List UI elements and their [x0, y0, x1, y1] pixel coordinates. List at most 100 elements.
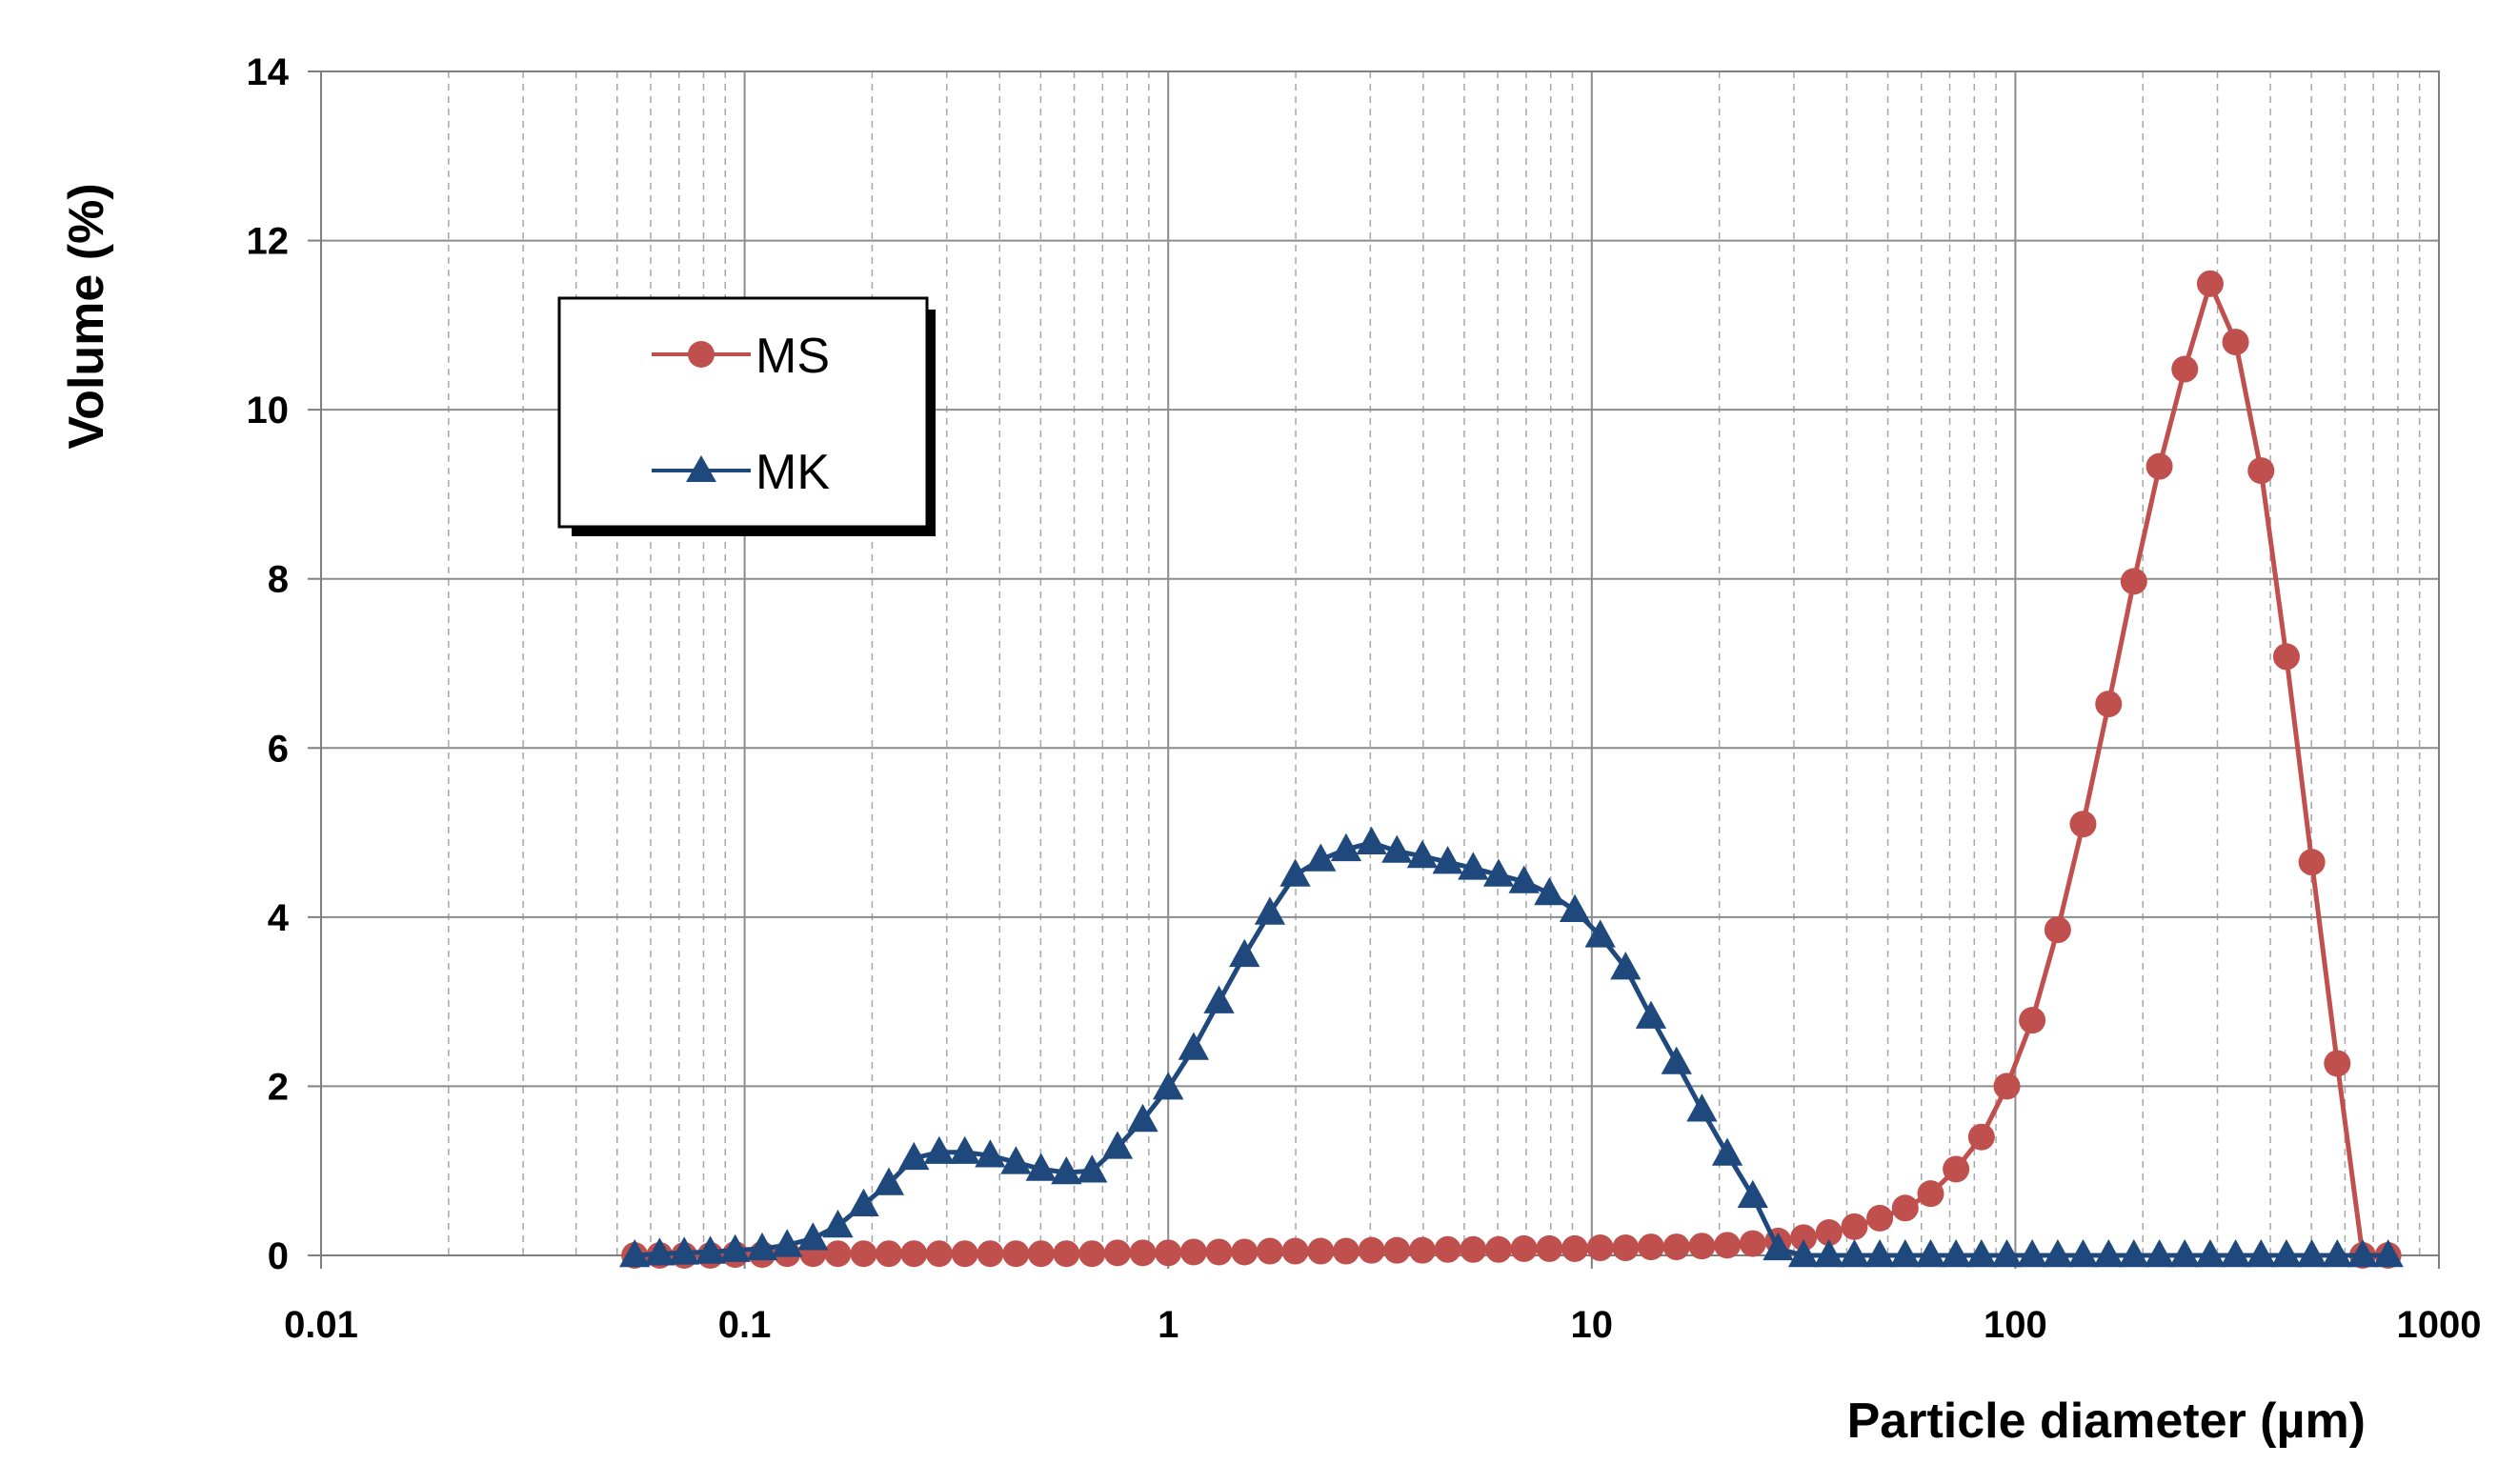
data-point-mk [695, 1235, 726, 1264]
data-point-ms [1714, 1232, 1742, 1259]
series-layer [619, 270, 2404, 1269]
data-point-ms [1917, 1180, 1944, 1208]
data-point-mk [1508, 865, 1540, 893]
y-tick-label: 14 [247, 51, 290, 93]
data-point-mk [1965, 1239, 1997, 1268]
data-point-mk [1127, 1103, 1158, 1133]
data-point-mk [1330, 832, 1362, 862]
legend-marker-ms [688, 341, 715, 368]
data-point-mk [1839, 1239, 1870, 1268]
data-point-ms [900, 1240, 928, 1268]
data-point-ms [1434, 1235, 1461, 1263]
x-tick-label: 1000 [2397, 1304, 2482, 1346]
data-point-ms [1231, 1238, 1259, 1266]
x-axis-title: Particle diameter (µm) [1847, 1394, 2366, 1449]
data-point-ms [1002, 1240, 1030, 1268]
major-gridlines [321, 71, 2439, 1255]
data-point-mk [1051, 1156, 1082, 1185]
data-point-ms [2171, 355, 2199, 383]
data-point-ms [1078, 1240, 1106, 1268]
data-point-mk [2220, 1239, 2251, 1268]
data-point-ms [2044, 916, 2071, 944]
data-point-ms [2120, 568, 2147, 595]
data-point-ms [925, 1240, 953, 1268]
data-point-ms [1993, 1073, 2021, 1100]
data-point-mk [1635, 1000, 1667, 1029]
data-point-mk [1458, 852, 1489, 880]
data-point-ms [1485, 1235, 1513, 1263]
data-point-ms [1332, 1237, 1360, 1265]
data-point-ms [951, 1240, 978, 1268]
data-point-mk [1559, 893, 1591, 922]
x-axis-tick-labels: 0.01 0.1 1 10 100 1000 [284, 1255, 2481, 1346]
data-point-ms [824, 1240, 852, 1268]
data-point-ms [1739, 1230, 1766, 1257]
y-tick-label: 6 [268, 728, 289, 770]
y-tick-label: 10 [247, 390, 290, 431]
data-point-mk [1254, 896, 1286, 925]
data-point-mk [923, 1135, 955, 1164]
data-point-ms [2298, 849, 2326, 876]
y-tick-label: 12 [247, 221, 290, 263]
data-point-ms [850, 1240, 877, 1268]
data-point-mk [1737, 1179, 1768, 1209]
data-point-mk [1787, 1239, 1820, 1268]
y-axis-tick-labels: 0 2 4 6 8 10 12 14 [247, 51, 321, 1277]
y-tick-label: 0 [268, 1235, 289, 1277]
data-point-mk [772, 1229, 803, 1257]
series-mk [619, 826, 2404, 1268]
data-point-mk [1864, 1239, 1896, 1268]
data-point-ms [1460, 1235, 1487, 1263]
data-point-mk [1101, 1131, 1134, 1159]
data-point-mk [2016, 1239, 2048, 1268]
y-tick-label: 4 [268, 897, 290, 939]
data-point-mk [1153, 1072, 1184, 1100]
data-point-mk [746, 1232, 778, 1261]
data-point-ms [1307, 1237, 1335, 1265]
data-point-mk [848, 1188, 879, 1216]
data-point-ms [1815, 1219, 1843, 1247]
x-tick-label: 1 [1158, 1304, 1178, 1346]
data-point-mk [1686, 1093, 1718, 1122]
data-point-mk [2118, 1239, 2149, 1268]
data-point-ms [1027, 1240, 1055, 1268]
data-point-mk [1025, 1153, 1057, 1181]
data-point-mk [1229, 938, 1260, 968]
data-point-mk [669, 1236, 700, 1265]
data-point-ms [1358, 1236, 1385, 1264]
x-tick-label: 0.1 [718, 1304, 772, 1346]
data-point-mk [1534, 877, 1565, 906]
data-point-ms [1790, 1224, 1818, 1252]
data-point-mk [975, 1139, 1006, 1168]
data-point-ms [1129, 1239, 1157, 1267]
data-point-mk [1077, 1154, 1108, 1183]
data-point-ms [1612, 1234, 1640, 1262]
data-point-ms [1662, 1233, 1690, 1261]
data-point-mk [1661, 1046, 1692, 1074]
legend-label-mk: MK [755, 445, 830, 500]
data-point-mk [1178, 1032, 1209, 1060]
data-point-ms [1103, 1239, 1131, 1267]
legend-box [557, 296, 929, 529]
data-point-ms [1179, 1238, 1207, 1266]
data-point-mk [2296, 1239, 2327, 1268]
x-tick-label: 10 [1571, 1304, 1614, 1346]
data-point-mk [2246, 1239, 2277, 1268]
y-tick-label: 2 [268, 1066, 289, 1108]
data-point-mk [1991, 1239, 2023, 1268]
data-point-ms [2019, 1007, 2046, 1034]
data-point-ms [1408, 1236, 1436, 1264]
data-point-mk [1813, 1239, 1844, 1268]
data-point-ms [977, 1240, 1004, 1268]
legend-entry-mk: MK [652, 445, 830, 500]
data-point-ms [1841, 1213, 1868, 1240]
legend: MS MK [557, 296, 936, 536]
data-point-mk [2169, 1239, 2201, 1268]
data-point-mk [1889, 1239, 1921, 1268]
data-point-mk [2067, 1239, 2099, 1268]
data-point-mk [619, 1239, 651, 1268]
data-point-ms [2095, 691, 2123, 718]
data-point-ms [1256, 1237, 1283, 1265]
data-point-mk [2372, 1239, 2404, 1268]
